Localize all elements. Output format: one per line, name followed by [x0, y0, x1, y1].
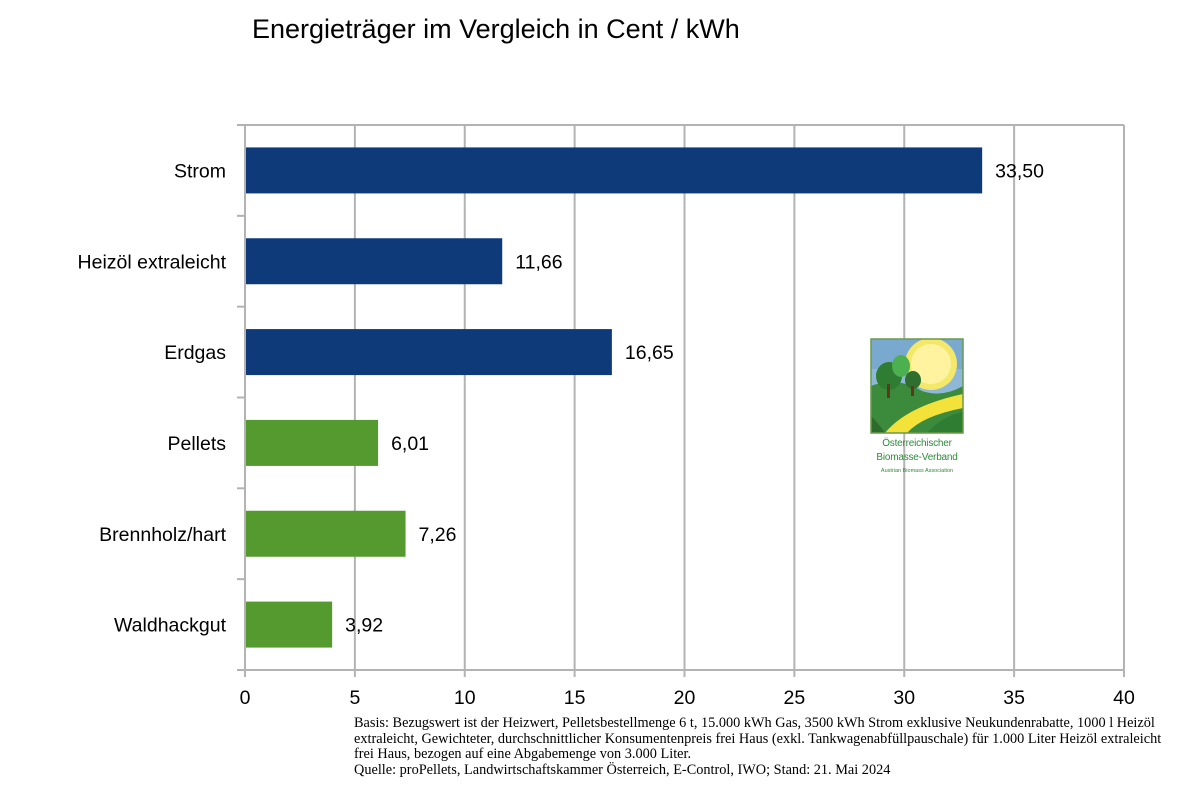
logo-text-line2: Biomasse-Verband	[876, 452, 958, 463]
footnote-basis: Basis: Bezugswert ist der Heizwert, Pell…	[354, 715, 1162, 762]
bar-pellets	[246, 419, 379, 466]
axes	[237, 124, 1125, 677]
x-tick-label: 25	[784, 687, 806, 709]
category-label: Pellets	[167, 433, 226, 455]
x-tick-label: 30	[893, 687, 915, 709]
bars	[246, 147, 983, 648]
bar-heizöl-extraleicht	[246, 238, 503, 285]
x-tick-label: 0	[240, 687, 251, 709]
category-label: Brennholz/hart	[99, 524, 226, 546]
x-tick-label: 10	[454, 687, 476, 709]
bar-strom	[246, 147, 983, 194]
value-label: 6,01	[391, 433, 429, 455]
value-label: 7,26	[419, 524, 457, 546]
value-label: 33,50	[995, 160, 1044, 182]
category-label: Strom	[174, 160, 226, 182]
labels: 0 5 10 15 20 25 30 35 40 Strom 33,50 Heizöl extrale…	[78, 160, 1135, 709]
value-label: 16,65	[625, 342, 674, 364]
category-label: Heizöl extraleicht	[78, 251, 227, 273]
logo-picture	[870, 338, 964, 434]
category-label: Erdgas	[164, 342, 226, 364]
x-tick-label: 20	[674, 687, 696, 709]
bar-brennholz-hart	[246, 510, 406, 557]
x-tick-label: 15	[564, 687, 586, 709]
logo-text-line3: Austrian Biomass Association	[880, 468, 954, 474]
x-tick-label: 40	[1113, 687, 1135, 709]
value-label: 3,92	[345, 615, 383, 637]
chart-title: Energieträger im Vergleich in Cent / kWh	[252, 14, 740, 44]
footnote-source: Quelle: proPellets, Landwirtschaftskamme…	[354, 761, 891, 778]
x-tick-label: 5	[349, 687, 360, 709]
value-label: 11,66	[515, 251, 562, 273]
category-label: Waldhackgut	[114, 615, 227, 637]
gridlines	[353, 125, 1125, 670]
bar-waldhackgut	[246, 601, 333, 648]
footnote: Basis: Bezugswert ist der Heizwert, Pell…	[354, 715, 1174, 778]
x-tick-label: 35	[1003, 687, 1025, 709]
bar-erdgas	[246, 329, 612, 376]
logo-text-line1: Österreichischer	[882, 438, 952, 449]
biomasse-verband-logo: Österreichischer Biomasse-Verband Austri…	[867, 336, 967, 486]
